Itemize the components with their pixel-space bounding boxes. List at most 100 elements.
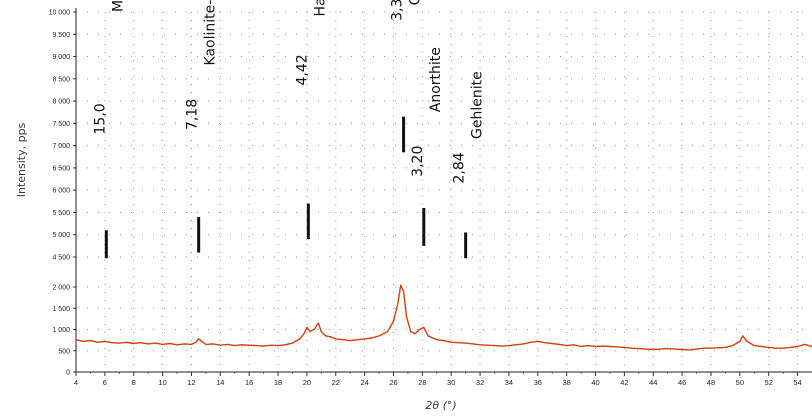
x-tick-label: 6	[103, 378, 107, 387]
series-point	[291, 342, 294, 344]
peak-d-spacing-label: 7,18	[185, 99, 201, 130]
series-point	[219, 344, 221, 346]
peak-d-spacing-label: 3,20	[410, 146, 426, 177]
series-point	[530, 341, 532, 343]
series-point	[306, 326, 308, 328]
series-point	[414, 333, 416, 335]
y-tick-label: 7 500	[52, 121, 70, 128]
series-point	[544, 342, 546, 344]
y-tick-label: 5 000	[52, 232, 70, 239]
x-tick-label: 48	[707, 378, 715, 387]
series-point	[212, 343, 214, 345]
series-point	[443, 340, 445, 342]
peak-mineral-label: Halloysite-7A	[312, 0, 328, 16]
series-point	[241, 344, 243, 346]
x-tick-label: 20	[303, 378, 311, 387]
series-point	[746, 340, 748, 342]
series-point	[147, 343, 149, 345]
x-tick-label: 50	[736, 378, 744, 387]
series-point	[111, 342, 113, 344]
series-point	[104, 340, 106, 342]
x-tick-label: 24	[360, 378, 368, 387]
series-point	[364, 338, 366, 340]
series-point	[703, 347, 705, 349]
y-axis-title: Intensity, pps	[15, 122, 28, 197]
series-point	[320, 331, 322, 333]
y-tick-label: 0	[66, 370, 70, 377]
series-point	[724, 346, 727, 348]
series-point	[695, 348, 698, 350]
series-point	[400, 284, 402, 286]
series-point	[255, 345, 257, 347]
x-tick-label: 28	[418, 378, 426, 387]
series-point	[176, 344, 178, 346]
series-point	[789, 346, 792, 348]
series-point	[515, 344, 517, 346]
series-point	[356, 339, 358, 341]
series-point	[486, 344, 488, 346]
series-point	[183, 343, 185, 345]
series-point	[125, 341, 128, 343]
x-tick-label: 26	[389, 378, 397, 387]
x-tick-label: 16	[245, 378, 253, 387]
peak-markers: 15,0 Montmorillonite-15A 7,18 Kaolinite-1Md…	[92, 0, 486, 259]
series-point	[299, 338, 301, 340]
peak-mineral-label: Anorthite	[428, 47, 444, 112]
y-tick-label: 2 000	[52, 285, 70, 292]
series-point	[403, 290, 405, 292]
peak-d-spacing-label: 4,42	[294, 54, 310, 85]
series-point	[195, 341, 197, 343]
x-tick-label: 32	[476, 378, 484, 387]
series-point	[804, 343, 806, 345]
series-point	[742, 335, 744, 337]
series-point	[659, 348, 662, 350]
series-point	[405, 316, 408, 318]
series-point	[688, 349, 690, 351]
series-point	[342, 339, 344, 341]
series-point	[317, 322, 319, 324]
series-point	[427, 335, 429, 337]
series-point	[410, 331, 412, 333]
series-point	[537, 340, 539, 342]
series-point	[508, 345, 510, 347]
series-point	[378, 335, 380, 337]
series-point	[501, 345, 503, 347]
series-point	[522, 343, 525, 345]
series-point	[329, 336, 331, 338]
y-tick-label: 9 500	[52, 32, 70, 39]
series-point	[465, 342, 467, 344]
x-tick-label: 22	[332, 378, 340, 387]
x-tick-label: 8	[132, 378, 136, 387]
series-point	[551, 342, 553, 345]
series-layer	[75, 284, 812, 351]
series-point	[154, 342, 156, 344]
series-point	[638, 348, 640, 350]
series-point	[652, 348, 654, 351]
series-point	[739, 340, 741, 342]
series-point	[140, 342, 142, 344]
peak-mineral-label: Kaolinite-1Md	[203, 0, 219, 65]
x-tick-label: 46	[678, 378, 686, 387]
series-point	[234, 345, 236, 347]
series-point	[602, 345, 604, 347]
series-point	[479, 344, 481, 346]
y-tick-label: 1 000	[52, 327, 70, 334]
x-tick-label: 12	[187, 378, 195, 387]
series-point	[202, 341, 204, 343]
series-point	[667, 348, 669, 350]
series-point	[382, 333, 384, 335]
y-tick-label: 4 500	[52, 255, 70, 262]
peak-mineral-label: Gehlenite	[470, 71, 486, 139]
series-point	[782, 347, 784, 349]
series-point	[397, 303, 399, 305]
x-tick-label: 44	[649, 378, 657, 387]
series-point	[645, 348, 647, 350]
series-point	[263, 345, 265, 347]
y-tick-label: 5 500	[52, 210, 70, 217]
series-point	[248, 344, 250, 346]
y-tick-label: 500	[58, 348, 70, 355]
series-point	[580, 345, 582, 348]
series-point	[198, 338, 200, 340]
